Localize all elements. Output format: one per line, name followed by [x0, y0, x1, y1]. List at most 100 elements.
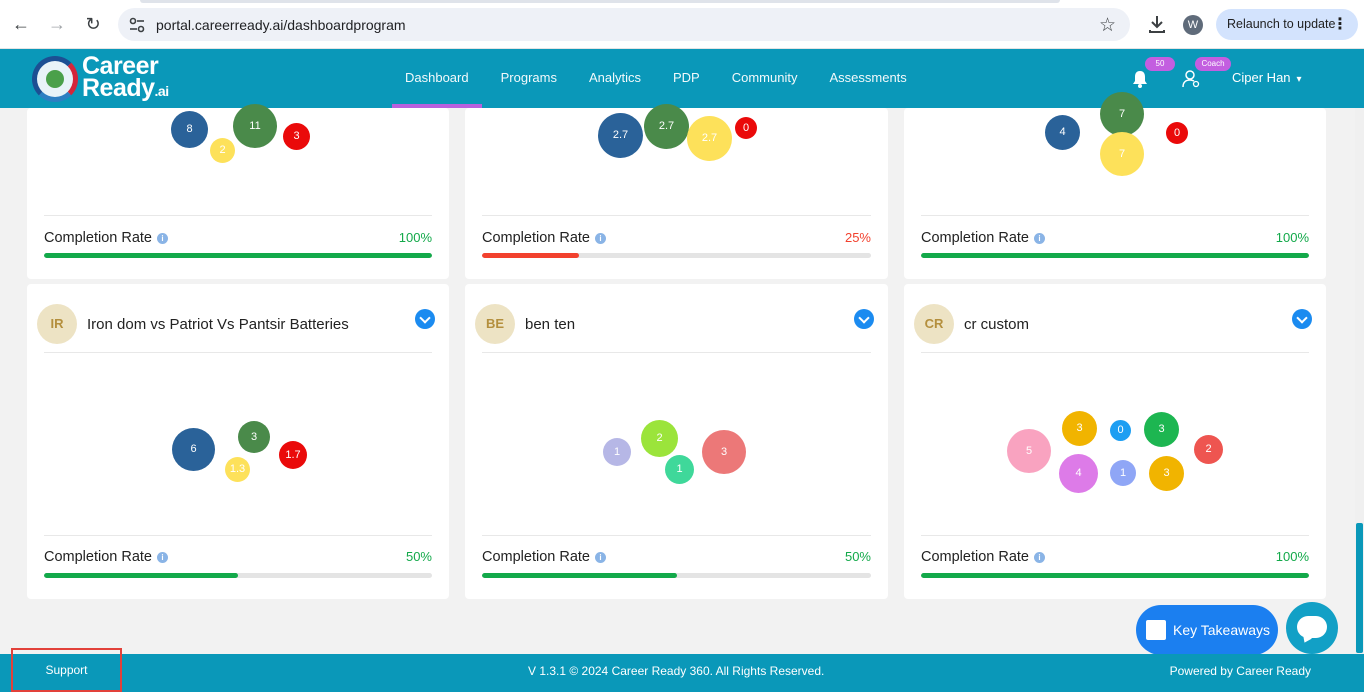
chart-bubble: 6 — [172, 428, 215, 471]
key-takeaways-label: Key Takeaways — [1173, 622, 1271, 638]
chart-bubble: 3 — [1144, 412, 1179, 447]
completion-progress-bar — [482, 253, 871, 258]
nav-analytics[interactable]: Analytics — [588, 70, 641, 85]
program-avatar: CR — [914, 304, 954, 344]
program-avatar: IR — [37, 304, 77, 344]
nav-community[interactable]: Community — [731, 70, 798, 85]
copyright-text: V 1.3.1 © 2024 Career Ready 360. All Rig… — [528, 664, 825, 678]
chat-bubble-icon — [1297, 616, 1327, 638]
chart-bubble: 8 — [171, 111, 208, 148]
note-icon — [1146, 620, 1166, 640]
completion-progress-bar — [921, 253, 1309, 258]
info-icon[interactable]: i — [157, 552, 168, 563]
user-menu[interactable]: Ciper Han — [1232, 70, 1302, 85]
chart-bubble: 7 — [1100, 132, 1144, 176]
chart-bubble: 0 — [1110, 420, 1131, 441]
completion-rate-value: 50% — [405, 549, 432, 564]
program-title[interactable]: Iron dom vs Patriot Vs Pantsir Batteries — [87, 316, 349, 333]
progress-fill — [482, 573, 677, 578]
program-card: CR cr custom 5 3 4 0 1 3 3 2 Completion … — [904, 284, 1326, 599]
divider — [482, 352, 871, 353]
chart-bubble: 1 — [603, 438, 631, 466]
progress-fill — [921, 253, 1309, 258]
app-header: Career Ready.ai Dashboard Programs Analy… — [0, 49, 1364, 108]
progress-fill — [921, 573, 1309, 578]
chart-bubble: 0 — [735, 117, 757, 139]
chart-bubble: 3 — [238, 421, 270, 453]
back-arrow-icon[interactable]: ← — [12, 14, 30, 34]
relaunch-label: Relaunch to update — [1227, 17, 1336, 31]
main-navigation: Dashboard Programs Analytics PDP Communi… — [392, 49, 920, 108]
program-card: 4 7 7 0 Completion Rate i 100% — [904, 92, 1326, 279]
careerready-logo[interactable]: Career Ready.ai — [32, 54, 177, 104]
divider — [44, 535, 432, 536]
download-icon[interactable] — [1146, 13, 1168, 35]
bell-icon[interactable] — [1130, 69, 1150, 89]
chart-bubble: 11 — [233, 104, 277, 148]
info-icon[interactable]: i — [1034, 552, 1045, 563]
chart-bubble: 2.7 — [598, 113, 643, 158]
progress-fill — [44, 253, 432, 258]
profile-avatar[interactable]: W — [1183, 15, 1203, 35]
url-text[interactable]: portal.careerready.ai/dashboardprogram — [156, 17, 406, 33]
footer: Support V 1.3.1 © 2024 Career Ready 360.… — [0, 648, 1364, 692]
chevron-down-icon[interactable] — [854, 309, 874, 329]
chart-bubble: 1 — [665, 455, 694, 484]
support-link[interactable]: Support — [11, 648, 122, 692]
chart-bubble: 3 — [1062, 411, 1097, 446]
nav-dashboard[interactable]: Dashboard — [392, 49, 482, 108]
completion-rate-label: Completion Rate i — [44, 549, 168, 565]
chart-bubble: 2 — [210, 138, 235, 163]
scrollbar-thumb[interactable] — [1356, 523, 1363, 653]
chart-bubble: 3 — [702, 430, 746, 474]
nav-programs[interactable]: Programs — [500, 70, 557, 85]
chevron-down-icon[interactable] — [415, 309, 435, 329]
reload-icon[interactable]: ↻ — [85, 14, 101, 34]
address-bar[interactable]: portal.careerready.ai/dashboardprogram ☆ — [118, 8, 1130, 41]
divider — [482, 215, 871, 216]
chart-bubble: 1 — [1110, 460, 1136, 486]
powered-by-text: Powered by Career Ready — [1169, 664, 1311, 678]
chart-bubble: 5 — [1007, 429, 1051, 473]
info-icon[interactable]: i — [595, 552, 606, 563]
logo-wordmark: Career Ready.ai — [82, 52, 169, 102]
completion-rate-value: 100% — [1275, 549, 1309, 564]
divider — [482, 535, 871, 536]
tab-strip-edge — [140, 0, 1060, 3]
completion-rate-label: Completion Rate i — [921, 549, 1045, 565]
forward-arrow-icon[interactable]: → — [48, 14, 66, 34]
program-title[interactable]: ben ten — [525, 316, 576, 333]
chevron-down-icon[interactable] — [1292, 309, 1312, 329]
completion-progress-bar — [44, 573, 432, 578]
completion-progress-bar — [921, 573, 1309, 578]
info-icon[interactable]: i — [157, 233, 168, 244]
info-icon[interactable]: i — [1034, 233, 1045, 244]
completion-rate-label: Completion Rate i — [482, 549, 606, 565]
divider — [921, 215, 1309, 216]
completion-rate-label: Completion Rate i — [482, 230, 606, 246]
chart-bubble: 2 — [1194, 435, 1223, 464]
relaunch-button[interactable]: Relaunch to update ⋮ — [1216, 9, 1358, 40]
completion-rate-label: Completion Rate i — [921, 230, 1045, 246]
progress-fill — [482, 253, 580, 258]
nav-pdp[interactable]: PDP — [673, 70, 700, 85]
chart-bubble: 0 — [1166, 122, 1188, 144]
divider — [44, 215, 432, 216]
site-settings-icon[interactable] — [128, 16, 146, 34]
key-takeaways-button[interactable]: Key Takeaways — [1136, 605, 1278, 655]
completion-rate-value: 100% — [1275, 230, 1309, 245]
chat-button[interactable] — [1286, 602, 1338, 654]
more-menu-icon[interactable]: ⋮ — [1332, 16, 1348, 33]
program-card: BE ben ten 1 2 1 3 Completion Rate i 50% — [465, 284, 888, 599]
user-switch-icon[interactable] — [1181, 69, 1201, 89]
info-icon[interactable]: i — [595, 233, 606, 244]
nav-assessments[interactable]: Assessments — [829, 70, 907, 85]
program-title[interactable]: cr custom — [964, 316, 1030, 333]
chart-bubble: 2 — [641, 420, 678, 457]
completion-rate-label: Completion Rate i — [44, 230, 168, 246]
completion-rate-value: 100% — [398, 230, 432, 245]
completion-progress-bar — [482, 573, 871, 578]
bookmark-star-icon[interactable]: ☆ — [1098, 15, 1116, 36]
page-scrollbar[interactable] — [1355, 108, 1364, 654]
program-card: 8 2 11 3 Completion Rate i 100% — [27, 104, 449, 279]
